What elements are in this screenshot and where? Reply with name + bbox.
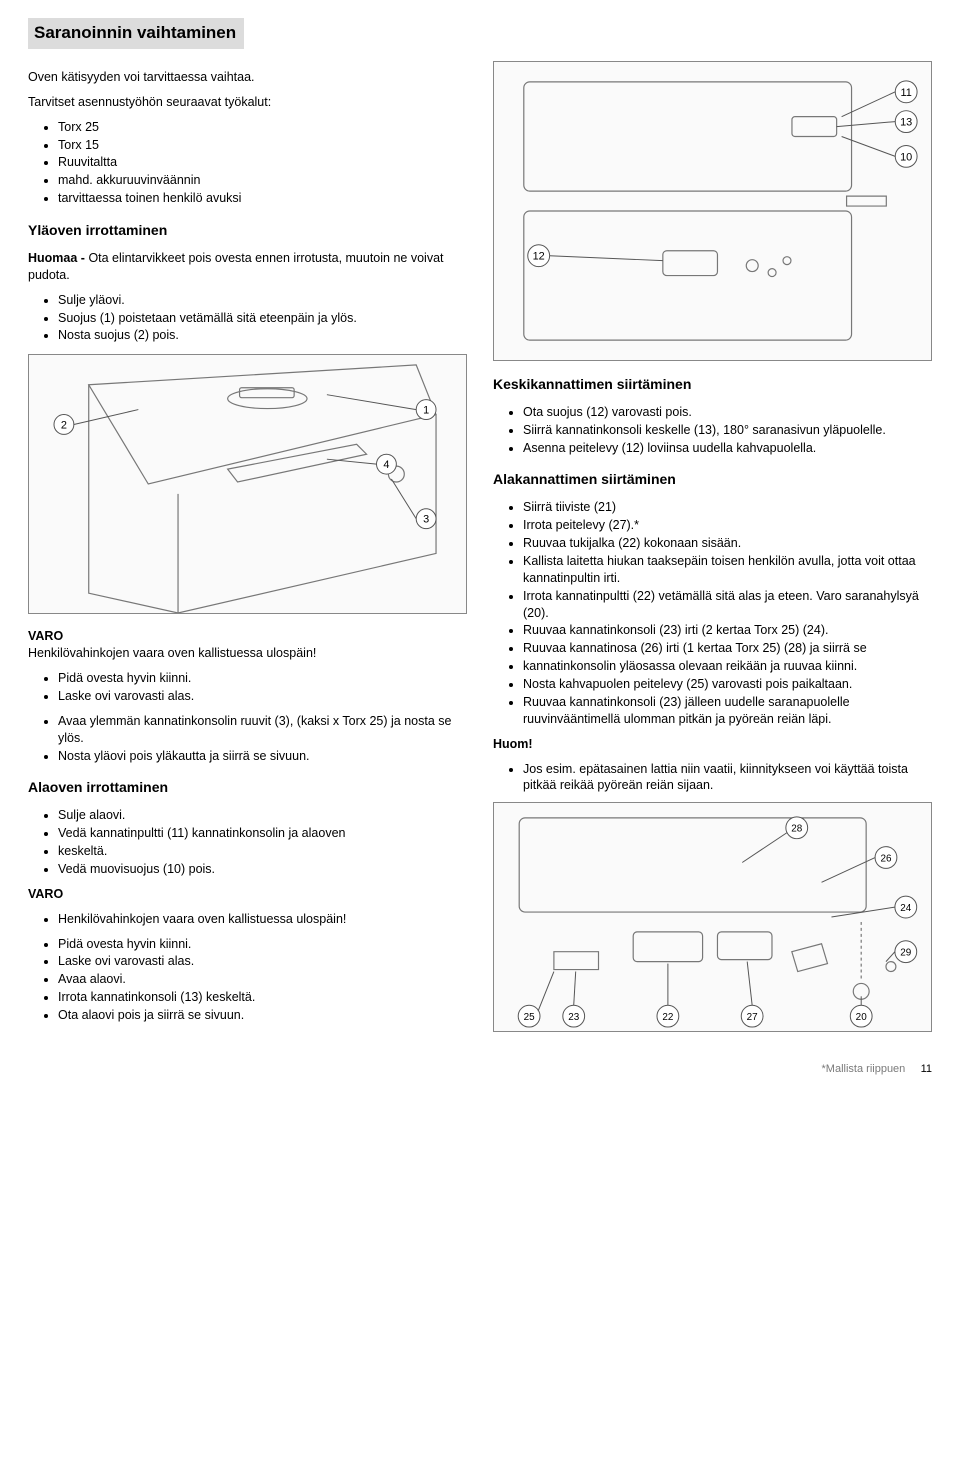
- low-list: Siirrä tiiviste (21) Irrota peitelevy (2…: [493, 499, 932, 727]
- callout-label: 12: [533, 251, 545, 263]
- list-item: mahd. akkuruuvinväännin: [58, 172, 467, 189]
- figure-door-top: 1 2 3 4: [28, 354, 467, 614]
- list-item: Torx 15: [58, 137, 467, 154]
- callout-label: 25: [524, 1012, 536, 1023]
- list-item: Torx 25: [58, 119, 467, 136]
- huom-list: Jos esim. epätasainen lattia niin vaatii…: [493, 761, 932, 795]
- section-heading-top-remove: Yläoven irrottaminen: [28, 221, 467, 240]
- callout-label: 27: [747, 1012, 759, 1023]
- list-item: Sulje alaovi.: [58, 807, 467, 824]
- list-item: Jos esim. epätasainen lattia niin vaatii…: [523, 761, 932, 795]
- tools-lead: Tarvitset asennustyöhön seuraavat työkal…: [28, 94, 467, 111]
- callout-label: 23: [568, 1012, 580, 1023]
- footer-note: *Mallista riippuen: [822, 1063, 906, 1075]
- list-item: kannatinkonsolin yläosassa olevaan reikä…: [523, 658, 932, 675]
- right-column: 11 13 10 12 Keskikannattimen siirtäminen…: [493, 61, 932, 1032]
- list-item: Ota alaovi pois ja siirrä se sivuun.: [58, 1007, 467, 1024]
- figure-hinge-bottom: 28 26 24 29 20 27 22 23 25: [493, 802, 932, 1032]
- callout-label: 2: [61, 420, 67, 432]
- list-item: Henkilövahinkojen vaara oven kallistuess…: [58, 911, 467, 928]
- list-item: Ruuvitaltta: [58, 154, 467, 171]
- list-item: Avaa ylemmän kannatinkonsolin ruuvit (3)…: [58, 713, 467, 747]
- list-item: Vedä kannatinpultti (11) kannatinkonsoli…: [58, 825, 467, 842]
- section-heading-bottom-remove: Alaoven irrottaminen: [28, 778, 467, 797]
- list-item: Ruuvaa kannatinosa (26) irti (1 kertaa T…: [523, 640, 932, 657]
- varo-label-2: VARO: [28, 886, 467, 903]
- callout-label: 10: [900, 151, 912, 163]
- callout-label: 3: [423, 514, 429, 526]
- list-item: Irrota peitelevy (27).*: [523, 517, 932, 534]
- callout-label: 11: [901, 87, 912, 99]
- list-item: Laske ovi varovasti alas.: [58, 688, 467, 705]
- list-item: Sulje yläovi.: [58, 292, 467, 309]
- page-footer: *Mallista riippuen 11: [28, 1062, 932, 1077]
- list-item: Kallista laitetta hiukan taaksepäin tois…: [523, 553, 932, 587]
- hold-list: Pidä ovesta hyvin kiinni. Laske ovi varo…: [28, 670, 467, 705]
- list-item: Ruuvaa kannatinkonsoli (23) irti (2 kert…: [523, 622, 932, 639]
- list-item: Suojus (1) poistetaan vetämällä sitä ete…: [58, 310, 467, 327]
- list-item: Asenna peitelevy (12) loviinsa uudella k…: [523, 440, 932, 457]
- mid-list: Ota suojus (12) varovasti pois. Siirrä k…: [493, 404, 932, 457]
- callout-label: 22: [662, 1012, 674, 1023]
- callout-label: 4: [383, 459, 389, 471]
- open-top-list: Avaa ylemmän kannatinkonsolin ruuvit (3)…: [28, 713, 467, 765]
- final-list: Pidä ovesta hyvin kiinni. Laske ovi varo…: [28, 936, 467, 1024]
- list-item: Ruuvaa tukijalka (22) kokonaan sisään.: [523, 535, 932, 552]
- callout-label: 28: [791, 824, 803, 835]
- left-column: Oven kätisyyden voi tarvittaessa vaihtaa…: [28, 61, 467, 1032]
- list-item: tarvittaessa toinen henkilö avuksi: [58, 190, 467, 207]
- figure-hinge-middle: 11 13 10 12: [493, 61, 932, 361]
- varo2-list: Henkilövahinkojen vaara oven kallistuess…: [28, 911, 467, 928]
- tools-list: Torx 25 Torx 15 Ruuvitaltta mahd. akkuru…: [28, 119, 467, 207]
- list-item: Siirrä tiiviste (21): [523, 499, 932, 516]
- top-remove-list: Sulje yläovi. Suojus (1) poistetaan vetä…: [28, 292, 467, 345]
- list-item: Vedä muovisuojus (10) pois.: [58, 861, 467, 878]
- callout-label: 29: [900, 948, 912, 959]
- list-item: Siirrä kannatinkonsoli keskelle (13), 18…: [523, 422, 932, 439]
- list-item: Irrota kannatinkonsoli (13) keskeltä.: [58, 989, 467, 1006]
- intro-text: Oven kätisyyden voi tarvittaessa vaihtaa…: [28, 69, 467, 86]
- callout-label: 24: [900, 903, 912, 914]
- note-line: Huomaa - Ota elintarvikkeet pois ovesta …: [28, 250, 467, 284]
- bottom-remove-list: Sulje alaovi. Vedä kannatinpultti (11) k…: [28, 807, 467, 878]
- list-item: Nosta yläovi pois yläkautta ja siirrä se…: [58, 748, 467, 765]
- list-item: Ota suojus (12) varovasti pois.: [523, 404, 932, 421]
- huom-label: Huom!: [493, 736, 932, 753]
- callout-label: 1: [423, 405, 429, 417]
- varo-text: Henkilövahinkojen vaara oven kallistuess…: [28, 646, 316, 660]
- list-item: Pidä ovesta hyvin kiinni.: [58, 936, 467, 953]
- section-heading-low: Alakannattimen siirtäminen: [493, 470, 932, 489]
- list-item: Laske ovi varovasti alas.: [58, 953, 467, 970]
- callout-label: 13: [900, 117, 912, 129]
- varo-label: VARO: [28, 629, 63, 643]
- list-item: Nosta kahvapuolen peitelevy (25) varovas…: [523, 676, 932, 693]
- page-title: Saranoinnin vaihtaminen: [28, 18, 244, 49]
- list-item: Irrota kannatinpultti (22) vetämällä sit…: [523, 588, 932, 622]
- list-item: Pidä ovesta hyvin kiinni.: [58, 670, 467, 687]
- note-text: Ota elintarvikkeet pois ovesta ennen irr…: [28, 251, 444, 282]
- note-prefix: Huomaa -: [28, 251, 88, 265]
- list-item: Nosta suojus (2) pois.: [58, 327, 467, 344]
- varo-block: VARO Henkilövahinkojen vaara oven kallis…: [28, 628, 467, 662]
- callout-label: 26: [880, 854, 892, 865]
- list-item: keskeltä.: [58, 843, 467, 860]
- page-number: 11: [921, 1063, 932, 1075]
- section-heading-mid: Keskikannattimen siirtäminen: [493, 375, 932, 394]
- callout-label: 20: [856, 1012, 868, 1023]
- list-item: Ruuvaa kannatinkonsoli (23) jälleen uude…: [523, 694, 932, 728]
- list-item: Avaa alaovi.: [58, 971, 467, 988]
